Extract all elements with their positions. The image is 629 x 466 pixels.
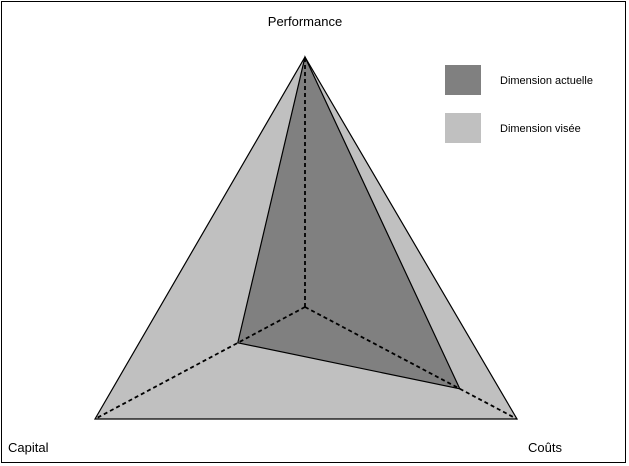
series-dimension-actuelle-area	[237, 55, 461, 390]
axis-label-performance: Performance	[268, 14, 342, 29]
axis-labels: Performance Coûts Capital	[8, 14, 562, 455]
axis-label-couts: Coûts	[528, 440, 562, 455]
legend-label-dimension-actuelle: Dimension actuelle	[500, 75, 593, 87]
axis-label-capital: Capital	[8, 440, 49, 455]
legend-swatch-dimension-visee	[445, 113, 481, 143]
legend-swatch-dimension-actuelle	[445, 65, 481, 95]
axis-spokes	[94, 57, 518, 420]
axis-spoke-capital	[94, 306, 306, 420]
legend: Dimension actuelle Dimension visée	[445, 65, 593, 143]
series-areas	[93, 55, 519, 420]
axis-spoke-couts	[304, 306, 518, 420]
legend-label-dimension-visee: Dimension visée	[500, 123, 581, 135]
